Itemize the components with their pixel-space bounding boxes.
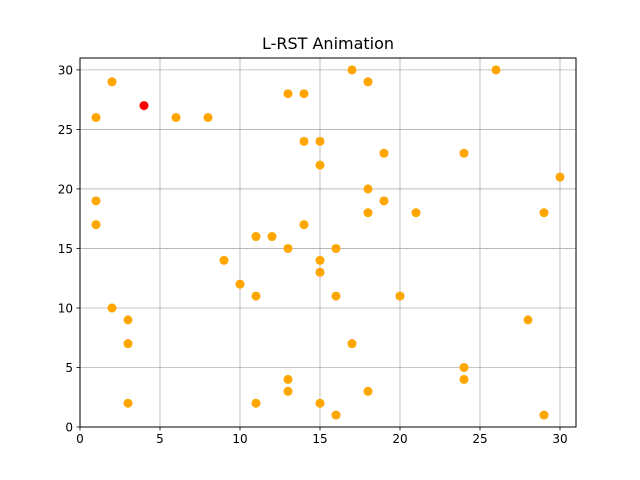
data-point (331, 291, 341, 301)
x-tick-label: 0 (76, 432, 84, 446)
y-tick-label: 5 (65, 361, 73, 375)
data-point (123, 339, 133, 349)
y-tick-label: 25 (58, 123, 73, 137)
data-point (379, 148, 389, 158)
data-point (251, 398, 261, 408)
data-point (107, 303, 117, 313)
axis-ticks: 0 5 10 15 20 25 30 0 5 10 15 20 25 30 (58, 63, 568, 446)
y-tick-label: 30 (58, 63, 73, 77)
y-tick-label: 10 (58, 301, 73, 315)
data-point (283, 374, 293, 384)
x-tick-label: 5 (156, 432, 164, 446)
data-point (379, 196, 389, 206)
y-tick-label: 20 (58, 182, 73, 196)
data-point (91, 113, 101, 123)
y-tick-label: 0 (65, 421, 73, 435)
chart-title: L-RST Animation (262, 34, 394, 53)
data-point (459, 362, 469, 372)
data-point (267, 232, 277, 242)
data-point (539, 208, 549, 218)
x-tick-label: 10 (232, 432, 247, 446)
data-point (91, 196, 101, 206)
data-point (315, 160, 325, 170)
data-point (171, 113, 181, 123)
x-tick-label: 20 (392, 432, 407, 446)
data-point (459, 374, 469, 384)
data-point (395, 291, 405, 301)
x-tick-label: 30 (552, 432, 567, 446)
data-point (235, 279, 245, 289)
data-point (251, 291, 261, 301)
data-point (363, 386, 373, 396)
data-point (315, 255, 325, 265)
data-point (283, 89, 293, 99)
data-point (283, 386, 293, 396)
data-point (363, 77, 373, 87)
data-point (107, 77, 117, 87)
data-point (219, 255, 229, 265)
data-point (491, 65, 501, 75)
data-point (411, 208, 421, 218)
data-point (539, 410, 549, 420)
x-tick-label: 15 (312, 432, 327, 446)
data-point (331, 410, 341, 420)
data-point (299, 220, 309, 230)
y-tick-label: 15 (58, 242, 73, 256)
data-point (315, 136, 325, 146)
data-point (315, 267, 325, 277)
data-point (283, 243, 293, 253)
data-point (459, 148, 469, 158)
data-point (123, 398, 133, 408)
plot-frame (79, 57, 577, 428)
data-point (347, 65, 357, 75)
data-point (299, 89, 309, 99)
data-point (91, 220, 101, 230)
data-point (347, 339, 357, 349)
data-point (299, 136, 309, 146)
data-point (555, 172, 565, 182)
x-tick-label: 25 (472, 432, 487, 446)
data-point (331, 243, 341, 253)
data-point (251, 232, 261, 242)
data-point (123, 315, 133, 325)
data-point (363, 184, 373, 194)
data-point (315, 398, 325, 408)
data-points (91, 65, 565, 420)
data-point (363, 208, 373, 218)
highlighted-data-point (139, 101, 149, 111)
data-point (523, 315, 533, 325)
data-point (203, 113, 213, 123)
